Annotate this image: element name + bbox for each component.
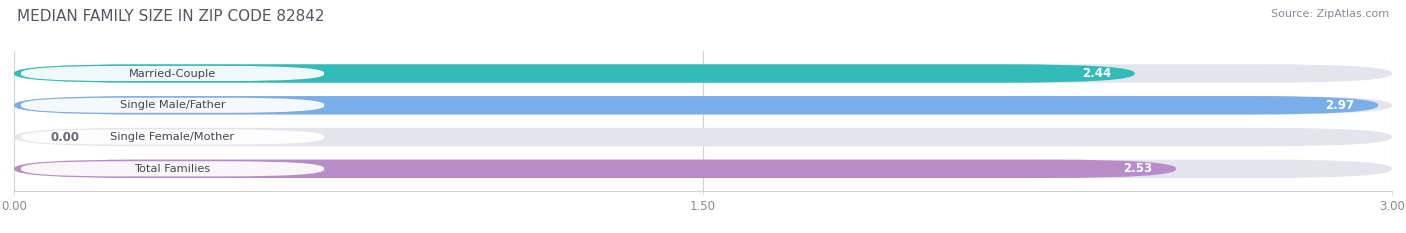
FancyBboxPatch shape bbox=[21, 66, 325, 81]
FancyBboxPatch shape bbox=[14, 64, 1392, 83]
FancyBboxPatch shape bbox=[14, 64, 1135, 83]
FancyBboxPatch shape bbox=[14, 96, 1378, 114]
Text: Single Female/Mother: Single Female/Mother bbox=[111, 132, 235, 142]
Text: 2.44: 2.44 bbox=[1081, 67, 1111, 80]
Text: Single Male/Father: Single Male/Father bbox=[120, 100, 225, 110]
FancyBboxPatch shape bbox=[14, 96, 1392, 114]
Text: 0.00: 0.00 bbox=[51, 130, 80, 144]
FancyBboxPatch shape bbox=[21, 130, 325, 145]
Text: MEDIAN FAMILY SIZE IN ZIP CODE 82842: MEDIAN FAMILY SIZE IN ZIP CODE 82842 bbox=[17, 9, 325, 24]
Text: Source: ZipAtlas.com: Source: ZipAtlas.com bbox=[1271, 9, 1389, 19]
Text: Married-Couple: Married-Couple bbox=[129, 69, 217, 79]
FancyBboxPatch shape bbox=[14, 160, 1392, 178]
FancyBboxPatch shape bbox=[14, 128, 1392, 146]
FancyBboxPatch shape bbox=[14, 160, 1175, 178]
Text: Total Families: Total Families bbox=[135, 164, 211, 174]
Text: 2.97: 2.97 bbox=[1326, 99, 1354, 112]
FancyBboxPatch shape bbox=[21, 161, 325, 176]
FancyBboxPatch shape bbox=[21, 98, 325, 113]
Text: 2.53: 2.53 bbox=[1123, 162, 1153, 175]
